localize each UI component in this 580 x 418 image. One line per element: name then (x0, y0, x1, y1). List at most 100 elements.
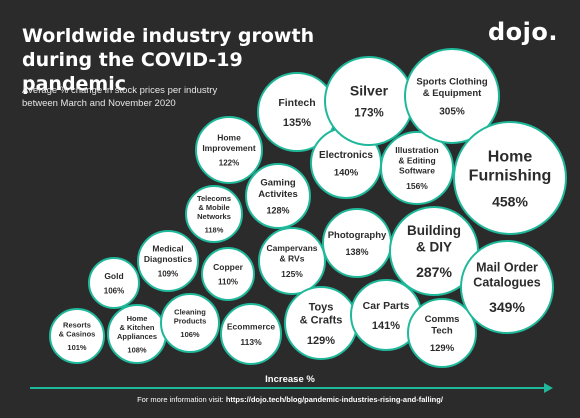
bubble-ecommerce: Ecommerce 113% (220, 303, 282, 365)
bubble-photography: Photography 138% (322, 208, 392, 278)
bubble-label: Furnishing (469, 168, 552, 185)
bubble-label: Gaming (260, 178, 296, 189)
bubble-circle (404, 48, 500, 144)
bubble-value: 349% (489, 299, 525, 315)
bubble-value: 109% (158, 270, 178, 279)
dojo-logo: dojo. (488, 18, 558, 46)
bubble-label: & Editing (398, 155, 435, 165)
bubble-label: Silver (350, 82, 389, 98)
bubble-label: Home (127, 314, 148, 323)
bubble-circle (49, 308, 105, 364)
bubble-circle (453, 121, 567, 235)
bubble-value: 118% (205, 226, 224, 235)
title-line-2: during the COVID-19 pandemic (22, 49, 243, 95)
bubble-value: 141% (372, 320, 400, 332)
bubble-toys-crafts: Toys & Crafts 129% (284, 286, 358, 360)
bubble-value: 128% (266, 205, 289, 215)
subtitle-line-2: between March and November 2020 (22, 98, 176, 109)
bubble-circle (258, 227, 326, 295)
bubble-circle (195, 116, 263, 184)
bubble-label: Mail Order (476, 260, 538, 274)
bubble-label: Activites (258, 189, 298, 200)
bubble-value: 135% (283, 117, 311, 129)
bubble-label: Software (399, 166, 435, 176)
subtitle-line-1: Average % change in stock prices per ind… (22, 85, 218, 96)
bubble-value: 110% (218, 277, 238, 286)
bubble-label: & Mobile (198, 203, 229, 212)
bubble-label: Car Parts (363, 300, 410, 312)
bubble-value: 106% (104, 286, 124, 295)
bubble-circle (160, 293, 220, 353)
bubble-label: & DIY (416, 239, 452, 254)
bubble-label: Catalogues (473, 275, 540, 289)
bubble-label: Campervans (266, 243, 317, 253)
bubble-label: Photography (328, 230, 387, 241)
subtitle: Average % change in stock prices per ind… (22, 84, 252, 110)
bubble-label: & Kitchen (119, 323, 154, 332)
bubble-value: 287% (416, 264, 452, 280)
bubble-label: Building (407, 223, 461, 238)
bubble-label: Networks (197, 212, 231, 221)
x-axis-arrow-icon (544, 383, 553, 393)
title-line-1: Worldwide industry growth (22, 25, 315, 47)
bubble-label: Diagnostics (144, 254, 192, 264)
bubble-label: Products (174, 316, 207, 325)
bubble-car-parts: Car Parts 141% (350, 279, 422, 351)
bubble-value: 138% (345, 247, 368, 257)
x-axis-label: Increase % (265, 374, 315, 385)
bubble-label: Toys (309, 301, 334, 313)
bubble-silver: Silver 173% (324, 56, 414, 146)
bubble-value: 108% (127, 346, 147, 355)
bubble-label: Illustration (395, 145, 438, 155)
bubble-label: Telecoms (197, 194, 231, 203)
bubble-label: Tech (431, 325, 453, 336)
bubble-label: Appliances (117, 332, 157, 341)
footer-prefix: For more information visit: (137, 395, 226, 404)
bubble-circle (185, 185, 243, 243)
bubble-label: Comms (425, 314, 460, 325)
bubble-circle (460, 240, 554, 334)
bubble-circle (407, 298, 477, 368)
footer-link[interactable]: https://dojo.tech/blog/pandemic-industri… (225, 395, 443, 404)
bubble-home-furnishing: Home Furnishing 458% (453, 121, 567, 235)
bubble-label: Electronics (319, 150, 373, 161)
bubble-resorts-casinos: Resorts& Casinos 101% (49, 308, 105, 364)
bubble-circle (322, 208, 392, 278)
bubble-label: Copper (213, 262, 243, 272)
bubble-value: 106% (180, 330, 200, 339)
bubble-value: 113% (240, 337, 262, 347)
bubble-label: & Crafts (300, 315, 343, 327)
bubble-label: Gold (104, 271, 123, 281)
bubble-label: & Equipment (423, 88, 482, 99)
bubble-label: Home (217, 133, 241, 143)
bubble-label: Home (488, 148, 533, 165)
bubble-gold: Gold 106% (88, 257, 140, 309)
bubble-value: 101% (67, 343, 87, 352)
footer: For more information visit: https://dojo… (0, 395, 580, 404)
bubble-value: 458% (492, 193, 528, 209)
bubble-circle (324, 56, 414, 146)
bubble-label: Medical (152, 244, 183, 254)
bubble-label: Improvement (202, 143, 256, 153)
bubble-circle (380, 131, 454, 205)
bubble-value: 125% (281, 269, 303, 279)
bubble-circle (201, 247, 255, 301)
bubble-value: 129% (430, 343, 455, 354)
bubble-label: Cleaning (174, 307, 206, 316)
bubble-label: & RVs (280, 253, 305, 263)
bubble-sports-clothing-equipment: Sports Clothing& Equipment 305% (404, 48, 500, 144)
bubble-value: 140% (334, 167, 359, 178)
bubble-label: Resorts (63, 320, 91, 329)
bubble-label: Fintech (278, 97, 315, 109)
bubble-label: Ecommerce (227, 321, 275, 331)
page-title: Worldwide industry growth during the COV… (22, 24, 322, 96)
bubble-copper: Copper 110% (201, 247, 255, 301)
